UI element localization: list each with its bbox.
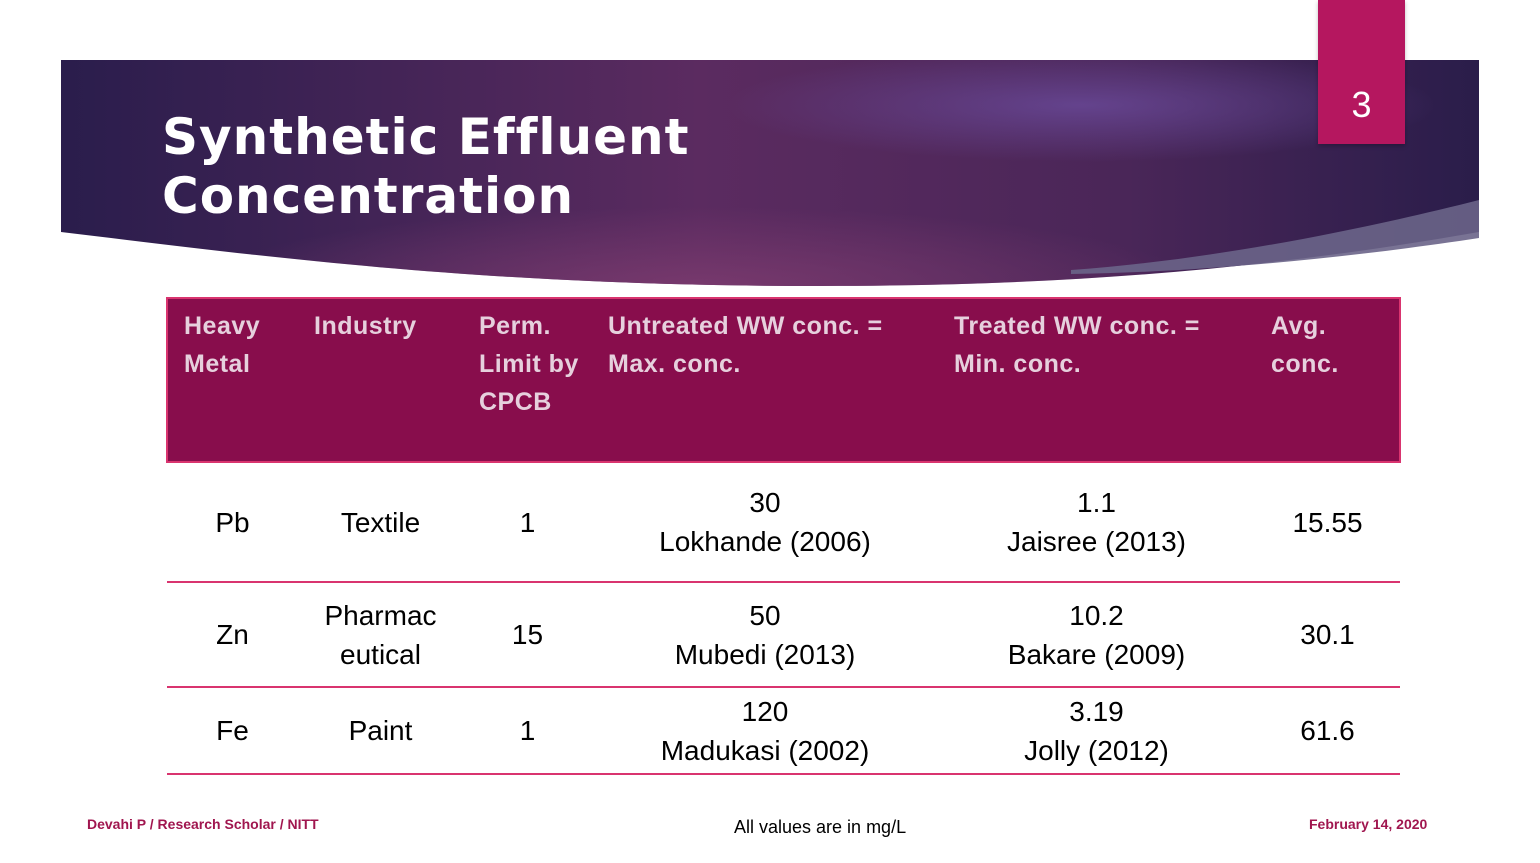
cell-untreated: 30 Lokhande (2006): [592, 462, 938, 583]
slide-title: Synthetic Effluent Concentration: [162, 108, 690, 225]
cell-treated: 10.2 Bakare (2009): [938, 582, 1255, 688]
untreated-ref: Madukasi (2002): [660, 734, 870, 766]
concentration-table: Heavy Metal Industry Perm. Limit by CPCB…: [166, 297, 1401, 775]
table-header-row: Heavy Metal Industry Perm. Limit by CPCB…: [166, 297, 1401, 463]
table-row: Pb Textile 1 30 Lokhande (2006) 1.1 Jais…: [167, 462, 1400, 583]
header-treated: Treated WW conc. = Min. conc.: [938, 297, 1255, 463]
table-row: Zn Pharmac eutical 15 50 Mubedi (2013) 1…: [167, 582, 1400, 688]
cell-avg: 30.1: [1255, 582, 1400, 688]
cell-limit: 1: [463, 687, 592, 775]
untreated-value: 30: [749, 487, 781, 518]
header-perm-limit: Perm. Limit by CPCB: [463, 297, 592, 463]
header-industry: Industry: [298, 297, 463, 463]
slide-number: 3: [1351, 84, 1372, 125]
cell-untreated: 50 Mubedi (2013): [592, 582, 938, 688]
cell-treated: 3.19 Jolly (2012): [938, 687, 1255, 775]
treated-value: 1.1: [1077, 487, 1116, 518]
header-heavy-metal: Heavy Metal: [166, 297, 298, 463]
treated-ref: Jaisree (2013): [1007, 526, 1186, 557]
untreated-ref: Lokhande (2006): [659, 526, 871, 557]
slide-number-box: 3: [1318, 0, 1405, 144]
title-banner: [61, 60, 1479, 286]
cell-industry: Paint: [298, 687, 463, 775]
cell-metal: Fe: [167, 687, 298, 775]
treated-ref: Jolly (2012): [1024, 734, 1169, 766]
treated-value: 3.19: [1069, 695, 1124, 727]
untreated-value: 50: [749, 599, 781, 631]
header-untreated: Untreated WW conc. = Max. conc.: [592, 297, 938, 463]
untreated-value: 120: [741, 695, 789, 727]
cell-metal: Pb: [167, 462, 298, 583]
footer-date: February 14, 2020: [1309, 816, 1428, 832]
cell-limit: 1: [463, 462, 592, 583]
table-row: Fe Paint 1 120 Madukasi (2002) 3.19 Joll…: [167, 687, 1400, 775]
cell-untreated: 120 Madukasi (2002): [592, 687, 938, 775]
footer-units-note: All values are in mg/L: [734, 817, 907, 837]
cell-limit: 15: [463, 582, 592, 688]
cell-industry: Pharmac eutical: [298, 582, 463, 688]
header-avg: Avg. conc.: [1255, 297, 1401, 463]
industry-line-1: Pharmac: [324, 599, 437, 631]
cell-metal: Zn: [167, 582, 298, 688]
industry-line-2: eutical: [340, 638, 421, 670]
footer-author: Devahi P / Research Scholar / NITT: [87, 816, 319, 832]
untreated-ref: Mubedi (2013): [674, 638, 856, 670]
treated-value: 10.2: [1069, 599, 1124, 631]
cell-industry: Textile: [298, 462, 463, 583]
treated-ref: Bakare (2009): [1007, 638, 1186, 670]
cell-avg: 15.55: [1255, 462, 1400, 583]
cell-treated: 1.1 Jaisree (2013): [938, 462, 1255, 583]
cell-avg: 61.6: [1255, 687, 1400, 775]
